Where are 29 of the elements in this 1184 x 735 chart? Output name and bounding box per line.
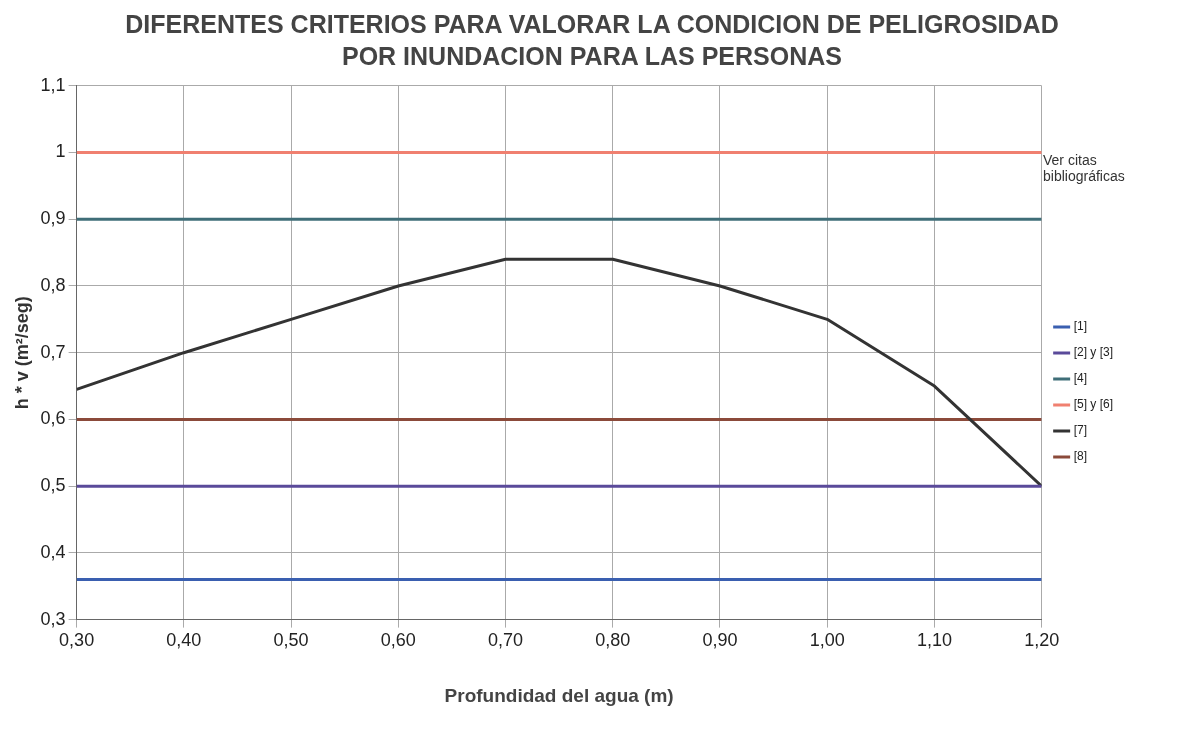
y-axis-title: h * v (m²/seg)	[11, 296, 32, 410]
y-tick-label: 1,1	[40, 74, 66, 95]
y-tick-label: 0,6	[40, 408, 66, 429]
x-tick-label: 0,60	[380, 630, 416, 651]
x-tick-label: 1,10	[916, 630, 952, 651]
legend-label: [1]	[1073, 319, 1087, 334]
x-tick-label: 0,40	[166, 630, 202, 651]
x-tick-label: 0,50	[273, 630, 309, 651]
x-tick-label: 0,30	[59, 630, 95, 651]
x-tick-label: 0,90	[702, 630, 738, 651]
x-tick-label: 1,00	[809, 630, 845, 651]
x-tick-label: 0,70	[488, 630, 524, 651]
text: Ver citas bibliográficas	[1043, 152, 1126, 184]
y-tick-label: 0,3	[40, 608, 66, 629]
y-tick-label: 0,5	[40, 475, 66, 496]
legend-label: [5] y [6]	[1073, 397, 1114, 412]
y-tick-label: 0,4	[40, 541, 66, 562]
legend-label: [8]	[1073, 449, 1087, 464]
legend-label: [7]	[1073, 423, 1087, 438]
x-tick-label: 1,20	[1024, 630, 1060, 651]
y-tick-label: 1	[55, 141, 66, 162]
chart-title: DIFERENTES CRITERIOS PARA VALORAR LA CONDICION DE PELIGROSIDAD POR INUNDACION PARA LAS PERSONAS	[124, 9, 1060, 72]
x-axis-title: Profundidad del agua (m)	[444, 684, 674, 706]
y-tick-label: 0,7	[40, 341, 66, 362]
legend-label: [2] y [3]	[1073, 345, 1114, 360]
y-tick-label: 0,8	[40, 274, 66, 295]
legend-label: [4]	[1073, 371, 1087, 386]
y-tick-label: 0,9	[40, 208, 66, 229]
x-tick-label: 0,80	[595, 630, 631, 651]
